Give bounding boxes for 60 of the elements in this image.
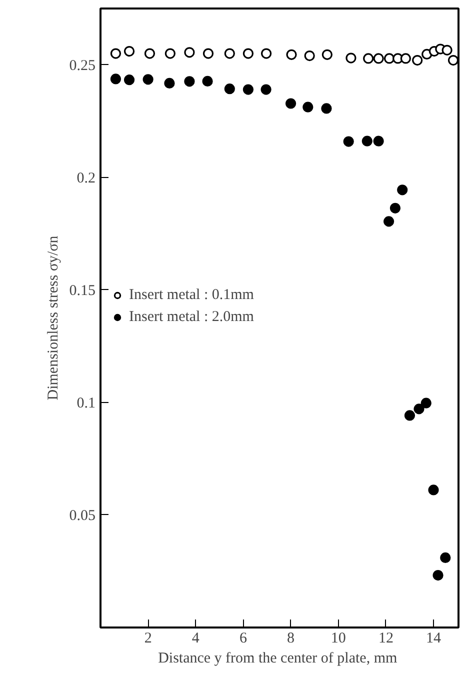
point (397, 184, 408, 196)
y-tick-label: 0.2 (76, 170, 96, 186)
point (202, 76, 213, 86)
x-tick-label: 6 (239, 630, 248, 646)
point (302, 102, 314, 112)
legend-label: Insert metal : 0.1mm (129, 286, 254, 304)
point (362, 136, 372, 146)
x-axis-title: Distance y from the center of plate, mm (158, 650, 398, 666)
y-tick-label: 0.1 (76, 395, 96, 412)
point (164, 78, 175, 89)
point (110, 48, 122, 59)
point (440, 552, 451, 564)
point (286, 49, 297, 60)
y-tick-label: 0.05 (69, 508, 96, 524)
point (304, 50, 315, 62)
point (442, 44, 452, 56)
point (124, 46, 135, 57)
point (124, 74, 135, 86)
point (261, 48, 272, 59)
point (400, 53, 411, 64)
point (224, 48, 235, 59)
point (164, 48, 176, 59)
x-tick-label: 2 (144, 630, 152, 646)
point (184, 47, 195, 58)
point (432, 570, 444, 581)
point (384, 53, 395, 64)
point (448, 54, 458, 66)
point (260, 84, 272, 95)
y-tick-label: 0.15 (69, 282, 96, 299)
y-tick-label: 0.25 (69, 58, 96, 74)
point (144, 48, 156, 59)
point (346, 52, 356, 64)
y-axis-title: Dimensionless stress σy/σn (45, 235, 62, 400)
point (286, 98, 296, 109)
x-tick-label: 4 (192, 630, 200, 646)
point (404, 410, 416, 421)
legend-label: Insert metal : 2.0mm (129, 308, 254, 326)
point (420, 398, 432, 408)
point (384, 216, 394, 227)
point (110, 74, 122, 84)
point (373, 53, 384, 64)
point (202, 48, 214, 59)
x-tick-label: 8 (287, 630, 295, 646)
point (428, 484, 439, 496)
point (363, 53, 374, 64)
point (343, 136, 354, 147)
point (322, 49, 332, 60)
x-tick-label: 14 (426, 630, 442, 646)
point (390, 202, 401, 214)
point (224, 84, 235, 94)
point (321, 103, 332, 114)
point (142, 74, 154, 85)
point (184, 76, 195, 87)
point (242, 48, 254, 59)
point (373, 136, 384, 146)
point (412, 54, 423, 66)
x-tick-label: 10 (330, 630, 346, 646)
x-tick-label: 12 (378, 630, 394, 646)
point (242, 84, 254, 95)
point (414, 404, 424, 414)
